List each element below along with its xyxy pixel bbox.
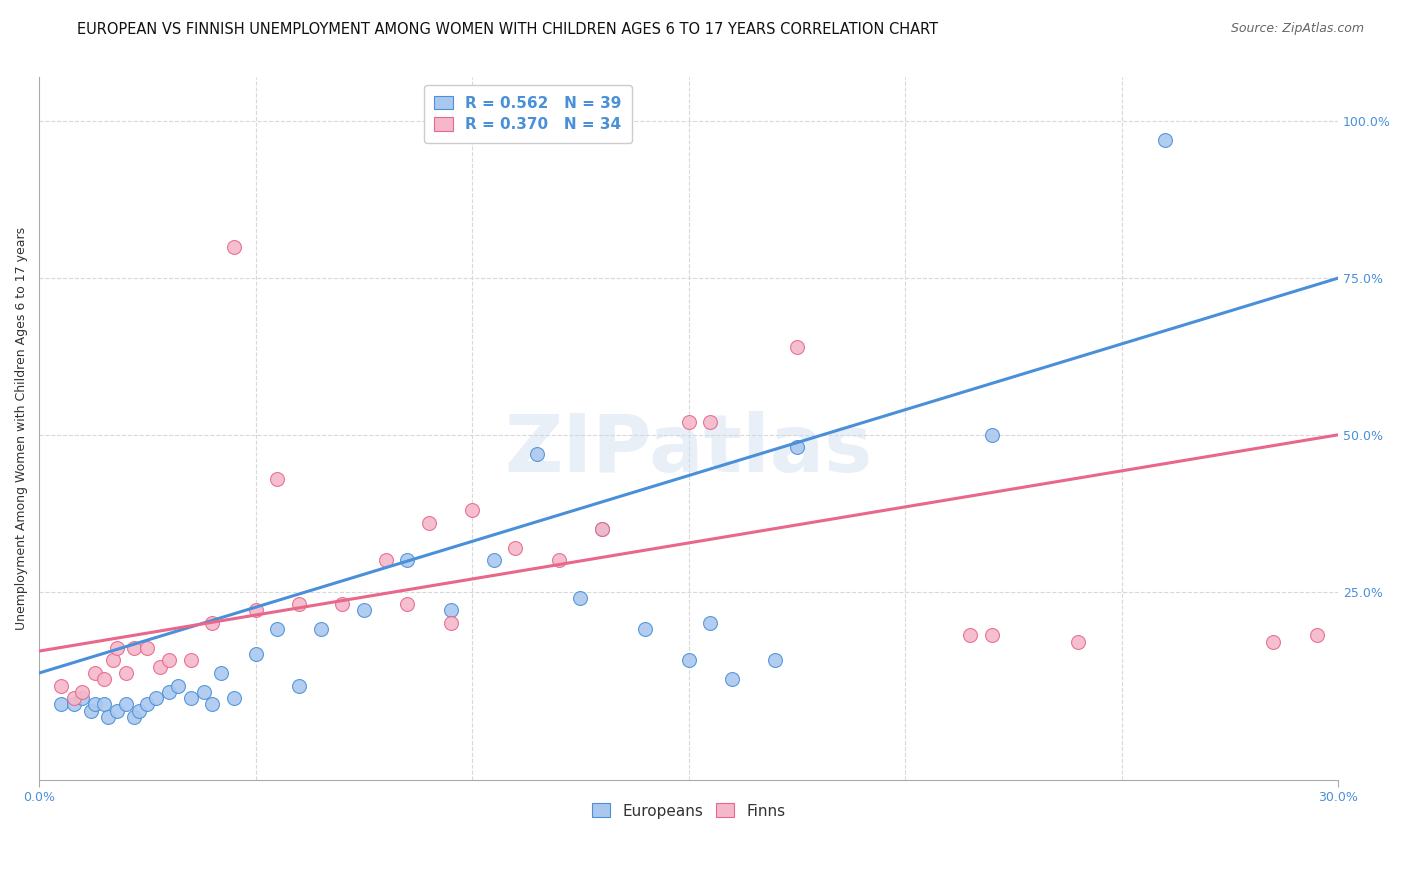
Point [591, 522, 613, 536]
Point [93, 698, 115, 712]
Point [209, 666, 232, 681]
Point [193, 685, 215, 699]
Point [222, 691, 245, 706]
Point [201, 615, 224, 630]
Point [93, 673, 115, 687]
Point [72, 691, 94, 706]
Text: EUROPEAN VS FINNISH UNEMPLOYMENT AMONG WOMEN WITH CHILDREN AGES 6 TO 17 YEARS CO: EUROPEAN VS FINNISH UNEMPLOYMENT AMONG W… [77, 22, 938, 37]
Point [114, 666, 136, 681]
Point [62, 691, 84, 706]
Point [418, 516, 440, 530]
Point [1263, 634, 1285, 648]
Point [461, 503, 484, 517]
Point [62, 698, 84, 712]
Point [180, 653, 202, 667]
Point [678, 653, 700, 667]
Point [786, 440, 808, 454]
Point [505, 541, 527, 555]
Point [569, 591, 592, 605]
Point [114, 698, 136, 712]
Point [547, 553, 569, 567]
Legend: Europeans, Finns: Europeans, Finns [586, 797, 792, 824]
Text: Source: ZipAtlas.com: Source: ZipAtlas.com [1230, 22, 1364, 36]
Point [222, 240, 245, 254]
Point [786, 340, 808, 354]
Point [439, 615, 461, 630]
Point [128, 704, 150, 718]
Point [980, 628, 1002, 642]
Y-axis label: Unemployment Among Women with Children Ages 6 to 17 years: Unemployment Among Women with Children A… [15, 227, 28, 630]
Point [374, 553, 396, 567]
Point [288, 597, 311, 611]
Point [101, 653, 124, 667]
Point [699, 615, 721, 630]
Point [396, 553, 419, 567]
Text: ZIPatlas: ZIPatlas [505, 410, 873, 489]
Point [330, 597, 353, 611]
Point [136, 698, 159, 712]
Point [959, 628, 981, 642]
Point [1154, 133, 1177, 147]
Point [266, 622, 288, 636]
Point [49, 679, 72, 693]
Point [245, 647, 267, 661]
Point [49, 698, 72, 712]
Point [353, 603, 375, 617]
Point [699, 415, 721, 429]
Point [288, 679, 311, 693]
Point [166, 679, 188, 693]
Point [124, 640, 146, 655]
Point [157, 653, 180, 667]
Point [97, 710, 120, 724]
Point [634, 622, 657, 636]
Point [439, 603, 461, 617]
Point [721, 673, 744, 687]
Point [72, 685, 94, 699]
Point [396, 597, 419, 611]
Point [1067, 634, 1090, 648]
Point [149, 659, 172, 673]
Point [678, 415, 700, 429]
Point [105, 640, 128, 655]
Point [266, 472, 288, 486]
Point [763, 653, 786, 667]
Point [309, 622, 332, 636]
Point [105, 704, 128, 718]
Point [980, 427, 1002, 442]
Point [526, 447, 548, 461]
Point [245, 603, 267, 617]
Point [591, 522, 613, 536]
Point [136, 640, 159, 655]
Point [157, 685, 180, 699]
Point [80, 704, 103, 718]
Point [124, 710, 146, 724]
Point [84, 698, 107, 712]
Point [1305, 628, 1327, 642]
Point [145, 691, 167, 706]
Point [84, 666, 107, 681]
Point [482, 553, 505, 567]
Point [201, 698, 224, 712]
Point [180, 691, 202, 706]
